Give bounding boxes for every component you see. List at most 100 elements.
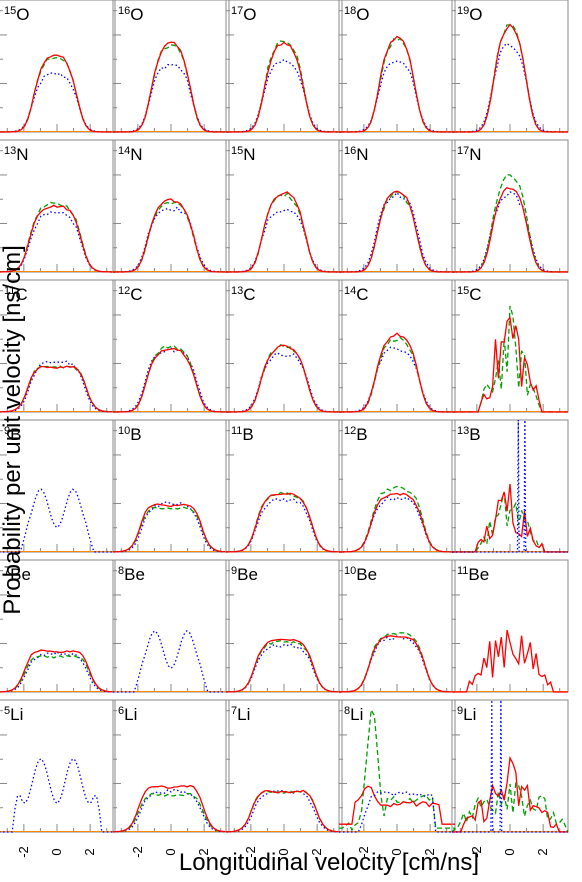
series-blue xyxy=(0,488,115,553)
series-blue xyxy=(225,790,343,833)
series-red xyxy=(0,204,115,273)
series-blue xyxy=(452,699,568,833)
series-blue xyxy=(452,419,568,553)
panel-18O: 18O xyxy=(338,0,456,133)
series-blue xyxy=(0,650,116,693)
series-red xyxy=(452,187,568,273)
panel-6Li: -2 0 2 6Li xyxy=(112,699,230,858)
isotope-label: 19O xyxy=(457,5,482,24)
panels-grid: 00.250.515O16O 17O 18O 19O 00.250.513N14N 15N… xyxy=(0,0,569,858)
series-green xyxy=(226,40,342,133)
panel-15C: 15C xyxy=(451,279,569,413)
panel-19O: 19O xyxy=(451,0,569,133)
panel-16N: 16N xyxy=(338,139,456,273)
series-blue xyxy=(452,191,568,273)
panel-9Li: -2 0 2 9Li xyxy=(451,699,569,858)
series-green xyxy=(113,345,229,413)
panel-7Li: -2 0 2 7Li xyxy=(225,699,343,858)
x-tick-label: 0 xyxy=(276,848,291,855)
x-tick-label: -2 xyxy=(469,846,484,858)
series-red xyxy=(226,191,342,273)
isotope-label: 14N xyxy=(118,145,143,164)
panel-13N: 00.250.513N xyxy=(0,139,116,273)
series-green xyxy=(339,707,455,832)
series-red xyxy=(339,190,455,273)
series-red xyxy=(339,785,455,825)
series-blue xyxy=(112,501,230,553)
isotope-label: 13N xyxy=(4,145,29,164)
series-green xyxy=(226,344,342,413)
isotope-label: 18O xyxy=(344,5,369,24)
isotope-label: 12C xyxy=(118,285,143,304)
panel-11B: 11B xyxy=(225,419,343,553)
x-tick-label: 2 xyxy=(82,848,97,855)
isotope-label: 16O xyxy=(118,5,143,24)
panel-11Be: 11Be xyxy=(451,559,569,693)
isotope-label: 17O xyxy=(231,5,256,24)
series-blue xyxy=(339,191,455,273)
isotope-label: 9Be xyxy=(231,565,258,584)
series-blue xyxy=(339,60,455,133)
series-red xyxy=(0,365,115,413)
panel-12B: 12B xyxy=(338,419,456,553)
series-red xyxy=(452,483,568,553)
x-tick-label: 2 xyxy=(309,848,324,855)
isotope-label: 16N xyxy=(344,145,369,164)
x-tick-label: 2 xyxy=(422,848,437,855)
panel-11C: 00.250.511C xyxy=(0,279,116,413)
x-tick-label: -2 xyxy=(130,846,145,858)
series-red xyxy=(452,755,568,833)
series-red xyxy=(0,54,115,133)
series-red xyxy=(452,629,568,693)
isotope-label: 14C xyxy=(344,285,369,304)
panel-10B: 10B xyxy=(112,419,230,553)
series-blue xyxy=(0,72,115,133)
series-red xyxy=(113,198,229,273)
panel-13C: 13C xyxy=(225,279,343,413)
isotope-label: 9B xyxy=(4,425,21,444)
isotope-label: 6Li xyxy=(118,705,137,724)
x-tick-label: 0 xyxy=(389,848,404,855)
series-blue xyxy=(226,58,342,133)
panel-12C: 12C xyxy=(112,279,230,413)
series-blue xyxy=(339,496,455,553)
series-red xyxy=(225,492,343,553)
panel-16O: 16O xyxy=(112,0,230,133)
panel-9Be: 9Be xyxy=(225,559,343,693)
series-green xyxy=(452,24,568,133)
series-red xyxy=(226,344,342,413)
isotope-label: 7Li xyxy=(231,705,250,724)
panel-8Li: -2 0 2 8Li xyxy=(338,699,456,858)
panel-17N: 17N xyxy=(451,139,569,273)
series-green xyxy=(226,192,342,273)
isotope-label: 13B xyxy=(457,425,481,444)
panel-8Be: 8Be xyxy=(112,559,230,693)
x-tick-label: 2 xyxy=(535,848,550,855)
series-blue xyxy=(113,347,229,413)
series-red xyxy=(339,35,455,133)
y-axis-title: Probability per unit velocity [ns/cm] xyxy=(0,245,26,614)
series-green xyxy=(225,491,343,553)
series-red xyxy=(113,347,229,413)
series-green xyxy=(113,201,229,273)
series-red xyxy=(225,638,343,693)
x-axis-title: Longitudinal velocity [cm/ns] xyxy=(179,849,479,876)
panel-9B: 00.250.59B xyxy=(0,419,116,553)
series-red xyxy=(339,332,455,413)
series-green xyxy=(113,44,229,133)
series-blue xyxy=(0,360,116,413)
panel-13B: 13B xyxy=(451,419,569,553)
isotope-label: 8Be xyxy=(118,565,145,584)
isotope-label: 15C xyxy=(457,285,482,304)
series-blue xyxy=(113,64,229,133)
series-green xyxy=(339,485,455,553)
panel-15O: 00.250.515O xyxy=(0,0,116,133)
series-green xyxy=(339,191,455,273)
isotope-label: 10Be xyxy=(344,565,377,584)
series-blue xyxy=(113,205,229,273)
isotope-label: 5Li xyxy=(4,705,23,724)
isotope-label: 11B xyxy=(231,425,254,444)
panel-15N: 15N xyxy=(225,139,343,273)
series-green xyxy=(338,632,456,693)
